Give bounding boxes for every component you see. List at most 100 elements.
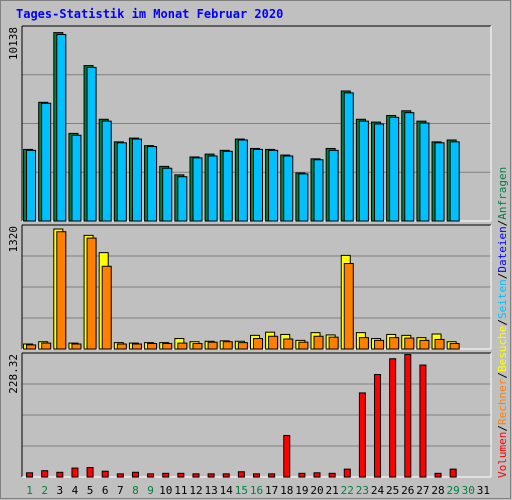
- bar-volumen-day-22: [343, 468, 351, 478]
- x-tick-label-day-26: 26: [401, 484, 414, 497]
- x-tick-label-day-17: 17: [265, 484, 278, 497]
- bar-dateien-day-5: [86, 66, 97, 222]
- bar-rechner-day-12: [192, 343, 203, 350]
- bar-volumen-day-6: [101, 470, 109, 478]
- bar-rechner-day-7: [116, 343, 127, 350]
- x-tick-label-day-27: 27: [416, 484, 429, 497]
- x-tick-label-day-12: 12: [189, 484, 202, 497]
- bar-rechner-day-13: [207, 341, 218, 350]
- bar-volumen-day-19: [298, 472, 306, 478]
- bar-rechner-day-19: [298, 341, 309, 350]
- bar-dateien-day-3: [56, 33, 67, 222]
- panel-max-label: 1320: [7, 226, 20, 253]
- bar-dateien-day-6: [101, 120, 112, 222]
- bar-dateien-day-1: [26, 149, 37, 222]
- x-tick-label-day-4: 4: [72, 484, 79, 497]
- bar-rechner-day-17: [268, 335, 279, 350]
- bar-volumen-day-20: [313, 472, 321, 478]
- x-tick-label-day-1: 1: [26, 484, 33, 497]
- x-tick-label-day-31: 31: [477, 484, 490, 497]
- bar-volumen-day-17: [268, 473, 276, 478]
- bar-rechner-day-23: [358, 337, 369, 350]
- bar-volumen-day-10: [162, 472, 170, 478]
- bar-volumen-day-25: [389, 358, 397, 478]
- legend-separator: /: [496, 425, 509, 432]
- bar-dateien-day-7: [116, 142, 127, 222]
- bar-volumen-day-9: [147, 473, 155, 478]
- bar-rechner-day-25: [389, 337, 400, 350]
- bar-volumen-day-2: [41, 470, 49, 478]
- bar-rechner-day-9: [147, 343, 158, 350]
- bar-rechner-day-26: [404, 337, 415, 350]
- bar-rechner-day-22: [343, 263, 354, 350]
- x-tick-label-day-10: 10: [159, 484, 172, 497]
- legend-anfragen: Anfragen: [496, 166, 509, 220]
- x-tick-label-day-6: 6: [102, 484, 109, 497]
- bar-dateien-day-17: [268, 149, 279, 222]
- x-tick-label-day-19: 19: [295, 484, 308, 497]
- bar-dateien-day-19: [298, 173, 309, 222]
- bar-volumen-day-5: [86, 467, 94, 478]
- bar-volumen-day-28: [434, 472, 442, 478]
- bar-volumen-day-26: [404, 354, 412, 478]
- bar-rechner-day-8: [131, 343, 142, 350]
- bar-volumen-day-15: [237, 471, 245, 478]
- bar-rechner-day-20: [313, 335, 324, 350]
- x-tick-label-day-15: 15: [235, 484, 248, 497]
- bar-dateien-day-21: [328, 149, 339, 222]
- chart-title: Tages-Statistik im Monat Februar 2020: [16, 7, 284, 21]
- bar-dateien-day-25: [389, 116, 400, 222]
- x-tick-label-day-30: 30: [462, 484, 475, 497]
- legend-besuche: Besuche: [496, 325, 509, 373]
- legend: Volumen/Rechner/Besuche/Seiten/Dateien/A…: [496, 167, 509, 478]
- bar-rechner-day-2: [41, 342, 52, 350]
- bar-dateien-day-11: [177, 176, 188, 222]
- bar-volumen-day-24: [374, 374, 382, 478]
- bar-volumen-day-8: [131, 471, 139, 478]
- bar-volumen-day-27: [419, 364, 427, 478]
- bar-rechner-day-28: [434, 338, 445, 350]
- bar-dateien-day-14: [222, 150, 233, 222]
- panel-max-label: 228.32: [7, 354, 20, 394]
- bar-dateien-day-8: [131, 138, 142, 222]
- bar-dateien-day-12: [192, 157, 203, 222]
- panel-max-label: 10138: [7, 27, 20, 60]
- bar-volumen-day-14: [222, 473, 230, 478]
- x-tick-label-day-25: 25: [386, 484, 399, 497]
- bar-dateien-day-27: [419, 122, 430, 222]
- bar-rechner-day-21: [328, 336, 339, 350]
- x-tick-label-day-29: 29: [447, 484, 460, 497]
- bar-rechner-day-6: [101, 265, 112, 350]
- x-tick-label-day-16: 16: [250, 484, 263, 497]
- bar-rechner-day-11: [177, 342, 188, 350]
- legend-separator: /: [496, 219, 509, 227]
- x-tick-label-day-14: 14: [220, 484, 234, 497]
- legend-dateien: Dateien: [496, 226, 509, 273]
- bar-dateien-day-20: [313, 159, 324, 222]
- bar-rechner-day-15: [237, 342, 248, 350]
- x-tick-label-day-11: 11: [174, 484, 187, 497]
- bar-dateien-day-13: [207, 155, 218, 222]
- bar-volumen-day-7: [116, 473, 124, 478]
- bar-dateien-day-2: [41, 102, 52, 222]
- bar-rechner-day-1: [26, 344, 37, 350]
- bar-volumen-day-12: [192, 473, 200, 478]
- bar-volumen-day-11: [177, 472, 185, 478]
- x-tick-label-day-3: 3: [57, 484, 64, 497]
- bar-dateien-day-24: [374, 123, 385, 222]
- bar-volumen-day-16: [253, 473, 260, 478]
- bar-dateien-day-15: [237, 139, 248, 222]
- x-tick-label-day-22: 22: [341, 484, 354, 497]
- x-tick-label-day-5: 5: [87, 484, 94, 497]
- x-tick-label-day-18: 18: [280, 484, 293, 497]
- bar-dateien-day-4: [71, 134, 82, 222]
- x-tick-label-day-23: 23: [356, 484, 369, 497]
- x-tick-label-day-24: 24: [371, 484, 385, 497]
- x-tick-label-day-8: 8: [132, 484, 139, 497]
- bar-dateien-day-26: [404, 112, 415, 222]
- legend-seiten: Seiten: [496, 279, 509, 320]
- bar-volumen-day-18: [283, 434, 291, 478]
